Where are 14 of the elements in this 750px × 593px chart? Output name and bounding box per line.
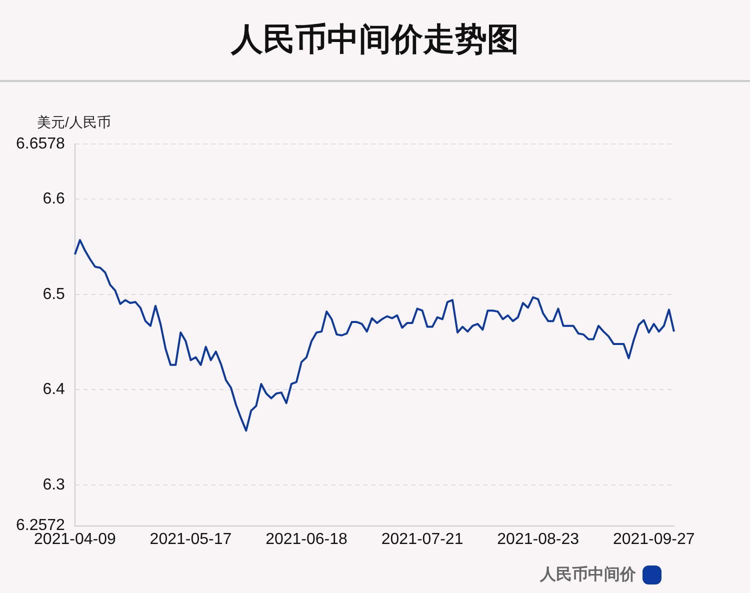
y-tick-label: 6.5	[42, 286, 66, 303]
y-tick-label: 6.3	[42, 476, 66, 494]
y-tick-label: 6.4	[42, 381, 66, 398]
x-tick-label: 2021-08-23	[497, 530, 580, 548]
x-tick-label: 2021-04-09	[34, 530, 116, 548]
y-tick-label: 6.6578	[16, 135, 66, 152]
x-tick-label: 2021-09-27	[612, 530, 695, 548]
legend-label: 人民币中间价	[539, 565, 637, 584]
chart-title: 人民币中间价走势图	[231, 20, 519, 59]
x-tick-label: 2021-05-17	[150, 530, 232, 548]
y-axis-title: 美元/人民币	[36, 114, 111, 130]
x-tick-label: 2021-07-21	[381, 530, 464, 548]
y-tick-label: 6.6	[42, 190, 66, 208]
x-tick-label: 2021-06-18	[266, 530, 348, 548]
